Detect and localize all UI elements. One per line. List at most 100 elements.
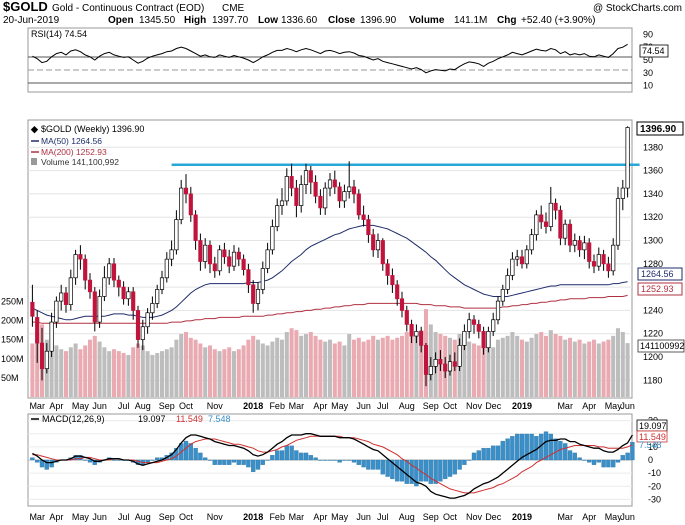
candle-body <box>414 331 419 337</box>
volume-bar <box>227 347 232 397</box>
x-axis-label: Sep <box>159 401 175 411</box>
x-axis-label: Apr <box>582 512 596 522</box>
candle-body <box>270 226 275 251</box>
macd-histogram-bar <box>30 457 35 461</box>
volume-bar <box>169 347 174 397</box>
volume-bar <box>414 333 419 397</box>
candle <box>63 287 69 313</box>
x-axis-label: Jun <box>620 401 635 411</box>
candle-body <box>83 258 88 281</box>
ma200-value-box <box>637 282 683 296</box>
macd-hist-value: 7.548 <box>208 414 231 424</box>
exchange-label: CME <box>222 3 245 14</box>
macd-histogram-bar <box>505 438 510 461</box>
candle-body <box>116 279 121 288</box>
candle-body <box>462 331 467 346</box>
candle-body <box>131 291 136 311</box>
x-axis-label: May <box>605 512 623 522</box>
rsi-tick-label: 10 <box>643 81 653 91</box>
volume-bar <box>145 351 150 397</box>
candle <box>126 287 131 306</box>
volume-tick-label: 250M <box>1 296 24 306</box>
volume-bar <box>59 349 64 397</box>
macd-histogram-bar <box>529 433 534 461</box>
x-axis-label: Mar <box>29 512 45 522</box>
volume-bar <box>601 341 606 397</box>
macd-histogram-bar <box>567 450 573 461</box>
volume-tick-label: 150M <box>1 335 24 345</box>
candle-body <box>505 275 510 290</box>
candle <box>30 284 35 327</box>
candle-body <box>174 219 179 251</box>
candle-body <box>164 258 169 279</box>
candle <box>510 252 515 281</box>
candle-body <box>409 324 414 337</box>
candle-body <box>241 258 246 271</box>
macd-histogram-bar <box>83 459 88 461</box>
candle-body <box>303 170 309 185</box>
candle <box>203 238 208 269</box>
volume-bar <box>356 337 361 397</box>
rsi-value-box <box>639 44 669 58</box>
macd-histogram-bar <box>308 455 313 461</box>
candle-body <box>395 284 400 300</box>
candle-body <box>318 195 323 209</box>
macd-histogram-bar <box>116 459 121 461</box>
price-tick-label: 1240 <box>643 305 663 315</box>
volume-bar <box>97 341 102 397</box>
volume-bar <box>140 345 145 397</box>
candle-body <box>39 342 45 370</box>
macd-histogram-bar <box>342 459 347 461</box>
macd-histogram-bar <box>145 459 150 463</box>
macd-histogram-bar <box>390 459 395 480</box>
candle-body <box>145 312 150 328</box>
candle-body <box>419 331 424 346</box>
candle-body <box>457 345 462 367</box>
candle <box>222 242 227 264</box>
rsi-tick-label: 90 <box>643 29 653 39</box>
candle <box>486 326 491 353</box>
macd-histogram-bar <box>246 459 251 468</box>
candle-body <box>97 296 102 323</box>
volume-bar <box>471 343 477 397</box>
candle <box>83 254 88 290</box>
volume-bar <box>241 345 246 397</box>
candle <box>347 161 352 199</box>
candle-body <box>217 249 222 272</box>
volume-bar <box>558 335 563 397</box>
candle <box>452 352 457 372</box>
candle <box>227 249 232 274</box>
candle-body <box>524 249 529 265</box>
candle-body <box>236 251 241 260</box>
volume-bar <box>534 333 539 397</box>
candle <box>255 282 261 311</box>
candle <box>35 310 40 363</box>
candle <box>318 189 323 215</box>
macd-histogram-bar <box>371 459 376 470</box>
volume-bar <box>198 343 203 397</box>
signal-value-box <box>636 430 668 443</box>
volume-bar <box>270 341 275 397</box>
quote-close: 1396.90 <box>360 15 397 26</box>
volume-bar <box>222 349 227 397</box>
x-axis-label: Jun <box>92 401 107 411</box>
candle-body <box>467 319 472 332</box>
macd-histogram-bar <box>241 459 246 465</box>
macd-histogram-bar <box>356 459 361 465</box>
candle <box>481 326 486 355</box>
candle-body <box>188 193 193 216</box>
ticker-symbol: $GOLD <box>3 0 48 14</box>
candle <box>145 308 150 334</box>
candle-body <box>183 187 189 195</box>
candle-body <box>558 209 563 239</box>
volume-bar <box>236 349 241 397</box>
macd-histogram-bar <box>289 445 294 461</box>
macd-histogram-bar <box>318 459 323 461</box>
x-axis-label: Feb <box>269 401 285 411</box>
candle <box>303 163 309 194</box>
volume-bar <box>251 335 256 397</box>
macd-histogram-bar <box>294 450 299 461</box>
candle-body <box>231 251 237 267</box>
candle <box>284 168 289 206</box>
macd-histogram-bar <box>587 459 592 463</box>
